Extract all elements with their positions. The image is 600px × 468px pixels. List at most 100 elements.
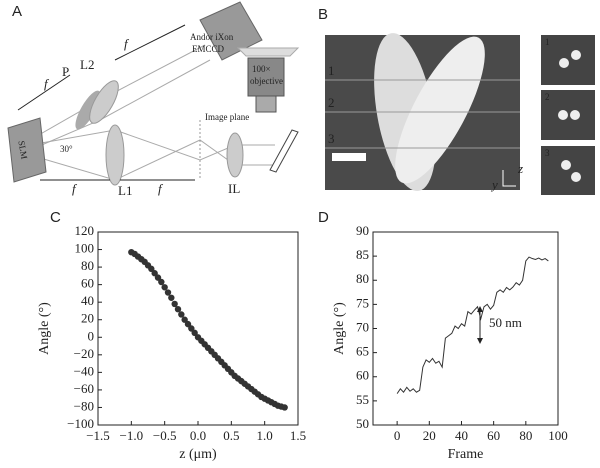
y-tick-label: 55 — [356, 392, 369, 407]
panel-label: B — [318, 6, 328, 23]
y-axis-label: Angle (°) — [332, 302, 347, 355]
point — [281, 404, 288, 411]
axis-label: y — [490, 177, 498, 192]
fiber — [395, 36, 485, 184]
point — [164, 289, 172, 296]
y-tick-label: 80 — [81, 258, 94, 273]
lens-label: L1 — [118, 183, 132, 198]
camera-label: Andor iXon — [190, 32, 234, 42]
inset-label: 3 — [545, 148, 550, 158]
objective-tip — [255, 95, 277, 113]
focal-label: f — [158, 181, 164, 196]
x-tick-label: 0 — [394, 428, 401, 443]
line-label: 3 — [328, 131, 335, 146]
focal-label: f — [44, 76, 50, 91]
point — [158, 278, 165, 286]
spot — [558, 110, 568, 120]
x-tick-label: 80 — [519, 428, 532, 443]
panel-a: A SLM Andor iXon EMCCD f f f f P L2 L1 3… — [7, 1, 300, 198]
objective-label: 100× — [252, 64, 271, 74]
point — [181, 316, 188, 323]
point — [188, 325, 195, 332]
annotation: 50 nm — [489, 315, 522, 330]
inset-label: 1 — [545, 37, 550, 47]
x-tick-label: 20 — [423, 428, 436, 443]
image-plane-label: Image plane — [205, 112, 249, 122]
arrow-head — [477, 306, 483, 312]
y-tick-label: 40 — [81, 293, 94, 308]
y-tick-label: 0 — [88, 328, 95, 343]
y-tick-label: −60 — [74, 381, 94, 396]
slm — [7, 117, 47, 183]
spot — [571, 172, 581, 182]
point — [171, 300, 178, 308]
x-tick-label: −0.5 — [153, 428, 177, 443]
plot-frame — [97, 231, 299, 426]
x-tick-label: 0.5 — [223, 428, 239, 443]
y-tick-label: 50 — [356, 416, 369, 431]
line — [396, 256, 549, 394]
angle-label: 30° — [60, 144, 73, 154]
x-axis-label: z (μm) — [179, 447, 217, 462]
focal-label: f — [124, 36, 130, 51]
point — [174, 306, 182, 313]
camera-label: EMCCD — [192, 44, 225, 54]
spot — [559, 58, 569, 68]
axis-indicator — [502, 170, 516, 187]
x-tick-label: 40 — [455, 428, 468, 443]
panel-label: D — [318, 209, 329, 226]
y-tick-label: −80 — [74, 398, 94, 413]
x-tick-label: 100 — [548, 428, 568, 443]
x-tick-label: 0.0 — [190, 428, 206, 443]
y-tick-label: −100 — [67, 416, 94, 431]
focal-label: f — [72, 181, 78, 196]
y-tick-label: 75 — [356, 295, 369, 310]
point — [191, 329, 198, 337]
objective-label: objective — [250, 76, 283, 86]
y-tick-label: −20 — [74, 346, 94, 361]
x-tick-label: 60 — [487, 428, 500, 443]
y-tick-label: 70 — [356, 319, 369, 334]
lens-il — [226, 132, 244, 178]
charts: C −100 −80 −60 −40 −20 0 20 40 60 80 100 120 −1.5 −1.0… — [37, 209, 568, 462]
spot — [561, 160, 571, 170]
panel-b: B 1 2 3 y z 1 2 3 — [318, 6, 595, 195]
point — [148, 265, 155, 273]
spot — [570, 110, 580, 120]
point — [168, 294, 175, 301]
y-tick-label: −40 — [74, 363, 94, 378]
line-label: 2 — [328, 95, 335, 110]
panel-label: C — [50, 209, 61, 226]
y-tick-label: 60 — [356, 368, 369, 383]
y-axis-label: Angle (°) — [37, 302, 52, 355]
camera — [199, 1, 263, 61]
lens-label: IL — [228, 181, 240, 196]
point — [161, 284, 168, 291]
point — [154, 274, 162, 281]
objective — [247, 57, 285, 97]
lens-l1 — [105, 124, 125, 186]
focal-arrow — [114, 24, 186, 61]
mirror — [269, 129, 299, 173]
lens-label: L2 — [80, 57, 94, 72]
panel-label: A — [12, 3, 22, 20]
lens-l2 — [89, 80, 119, 124]
polarizer-label: P — [62, 64, 69, 79]
x-tick-label: −1.5 — [86, 428, 110, 443]
slm-label: SLM — [16, 140, 29, 160]
y-tick-label: 100 — [75, 241, 95, 256]
y-tick-label: 60 — [81, 276, 94, 291]
inset-label: 2 — [545, 92, 550, 102]
point — [151, 270, 158, 277]
scale-bar — [332, 153, 366, 161]
y-tick-label: 20 — [81, 311, 94, 326]
inset — [541, 146, 595, 195]
line-label: 1 — [328, 63, 335, 78]
point — [184, 320, 192, 328]
x-axis-label: Frame — [448, 447, 484, 462]
y-tick-label: 120 — [75, 223, 95, 238]
arrow-head — [477, 338, 483, 344]
focal-arrow — [17, 74, 71, 111]
x-tick-label: 1.0 — [257, 428, 273, 443]
